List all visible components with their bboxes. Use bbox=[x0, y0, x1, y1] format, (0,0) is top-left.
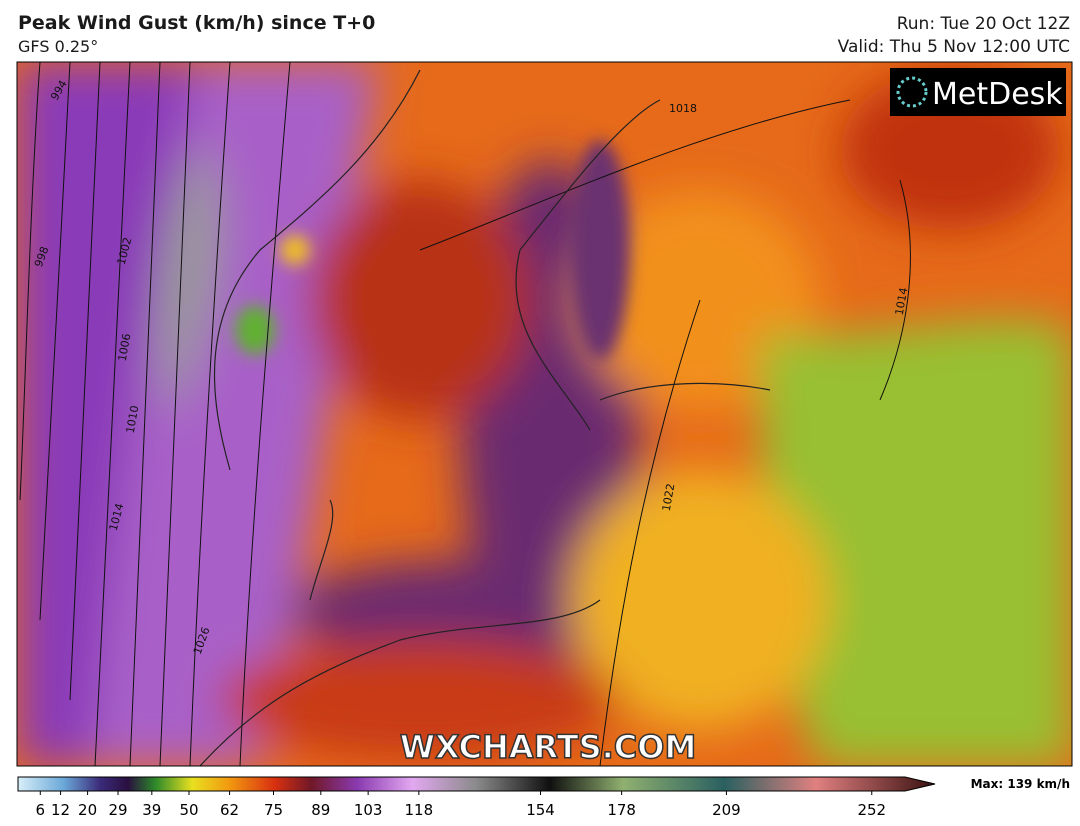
subtitle: GFS 0.25° bbox=[18, 37, 99, 56]
colorbar-label: 75 bbox=[264, 801, 283, 819]
colorbar-label: 252 bbox=[857, 801, 886, 819]
colorbar-label: 103 bbox=[354, 801, 383, 819]
colorbar-label: 50 bbox=[179, 801, 198, 819]
valid-time: Valid: Thu 5 Nov 12:00 UTC bbox=[837, 37, 1070, 57]
colorbar-label: 178 bbox=[607, 801, 636, 819]
colorbar bbox=[17, 776, 936, 792]
colorbar-label: 12 bbox=[51, 801, 70, 819]
colorbar-label: 62 bbox=[220, 801, 239, 819]
logo-box bbox=[890, 68, 1066, 116]
map-frame bbox=[16, 61, 1073, 767]
colorbar-label: 6 bbox=[36, 801, 46, 819]
isobar-label: 1006 bbox=[116, 332, 134, 362]
coastlines bbox=[199, 69, 771, 766]
isobar-label: 1022 bbox=[660, 482, 678, 512]
land-detail bbox=[235, 140, 630, 360]
max-label: Max: 139 km/h bbox=[971, 777, 1070, 791]
colorbar-label: 89 bbox=[311, 801, 330, 819]
logo: MetDesk bbox=[932, 77, 1063, 112]
colorbar-label: 118 bbox=[405, 801, 434, 819]
colorbar-label: 209 bbox=[712, 801, 741, 819]
colorbar-label: 39 bbox=[142, 801, 161, 819]
watermark: WXCHARTS.COM bbox=[400, 728, 697, 766]
isobar-label: 1014 bbox=[893, 286, 911, 316]
run-time: Run: Tue 20 Oct 12Z bbox=[896, 14, 1070, 34]
isobar-label: 1010 bbox=[124, 404, 142, 434]
colorbar-label: 29 bbox=[108, 801, 127, 819]
colorbar-label: 154 bbox=[526, 801, 555, 819]
logo-icon bbox=[896, 76, 928, 108]
isobar-label: 1018 bbox=[669, 102, 697, 115]
colorbar-ticks: 6 12 20 29 39 50 62 75 89 103 118 154 178 209 252 bbox=[36, 791, 886, 819]
title: Peak Wind Gust (km/h) since T+0 bbox=[18, 12, 376, 34]
colorbar-label: 20 bbox=[78, 801, 97, 819]
